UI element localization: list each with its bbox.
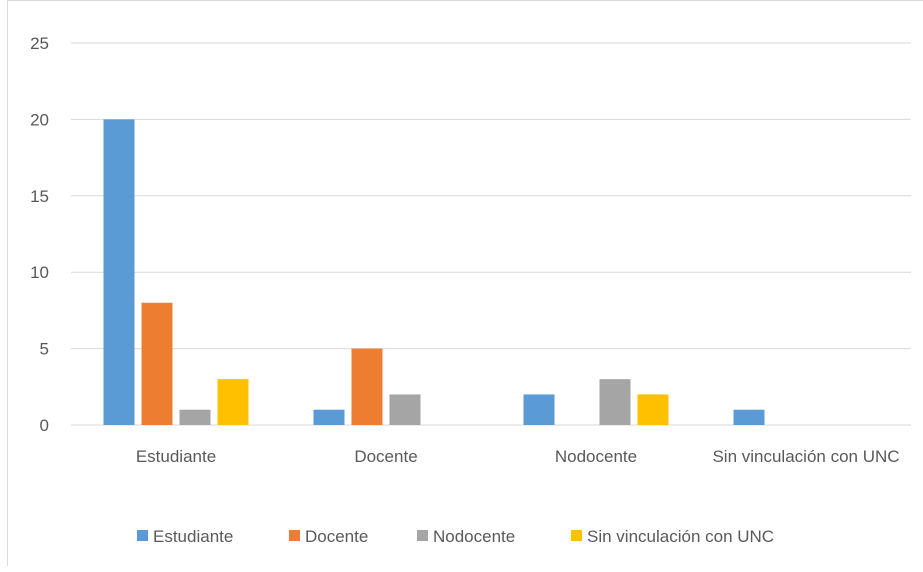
bar-chart: 0 5 10 15 20 25 Estudiante Docente Nodocente Sin… [30, 34, 911, 546]
x-tick-label: Nodocente [555, 447, 637, 466]
legend-label: Nodocente [433, 527, 515, 546]
y-axis-tick-labels: 0 5 10 15 20 25 [30, 34, 49, 435]
bar [103, 119, 135, 426]
legend-label: Docente [305, 527, 368, 546]
gridlines [71, 42, 911, 426]
y-tick-label: 15 [30, 187, 49, 206]
x-axis-category-labels: Estudiante Docente Nodocente Sin vinculació… [136, 447, 900, 466]
y-tick-label: 10 [30, 263, 49, 282]
bar [351, 348, 383, 425]
bar [141, 302, 173, 425]
legend-swatch [417, 530, 428, 541]
legend-label: Sin vinculación con UNC [587, 527, 774, 546]
y-tick-label: 0 [40, 416, 49, 435]
y-tick-label: 20 [30, 110, 49, 129]
bar [313, 409, 345, 425]
bar [179, 409, 211, 425]
x-tick-label: Sin vinculación con UNC [712, 447, 899, 466]
legend-swatch [137, 530, 148, 541]
chart-area: 0 5 10 15 20 25 Estudiante Docente Nodocente Sin… [7, 0, 923, 566]
bar [599, 379, 631, 425]
legend: Estudiante Docente Nodocente Sin vinculació… [137, 527, 774, 546]
x-tick-label: Estudiante [136, 447, 216, 466]
legend-swatch [289, 530, 300, 541]
legend-swatch [571, 530, 582, 541]
bar [637, 394, 669, 425]
legend-label: Estudiante [153, 527, 233, 546]
bars [103, 119, 765, 426]
bar [389, 394, 421, 425]
y-tick-label: 25 [30, 34, 49, 53]
bar [733, 409, 765, 425]
x-tick-label: Docente [354, 447, 417, 466]
bar [217, 379, 249, 425]
bar [523, 394, 555, 425]
y-tick-label: 5 [40, 340, 49, 359]
